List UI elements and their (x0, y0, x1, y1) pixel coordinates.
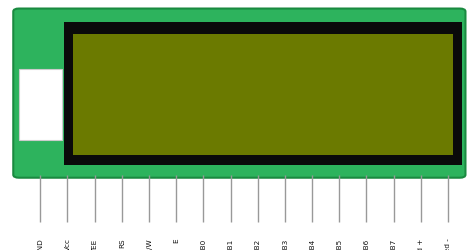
Text: GND: GND (37, 238, 43, 250)
Text: DB3: DB3 (282, 238, 288, 250)
Text: DB4: DB4 (309, 238, 315, 250)
Text: E: E (173, 238, 179, 242)
Text: DB1: DB1 (228, 238, 234, 250)
Text: DB6: DB6 (364, 238, 369, 250)
Text: DB5: DB5 (336, 238, 342, 250)
Text: R/W: R/W (146, 238, 152, 250)
Text: Led -: Led - (445, 238, 451, 250)
Text: Led +: Led + (418, 238, 424, 250)
Text: DB2: DB2 (255, 238, 261, 250)
Bar (64, 22, 462, 165)
Text: DB7: DB7 (391, 238, 397, 250)
Text: RS: RS (119, 238, 125, 247)
Bar (73, 35, 453, 155)
Text: VEE: VEE (91, 238, 98, 250)
Text: DB0: DB0 (201, 238, 206, 250)
FancyBboxPatch shape (13, 10, 465, 178)
Text: Vcc: Vcc (64, 238, 71, 250)
Bar (19, 70, 62, 140)
